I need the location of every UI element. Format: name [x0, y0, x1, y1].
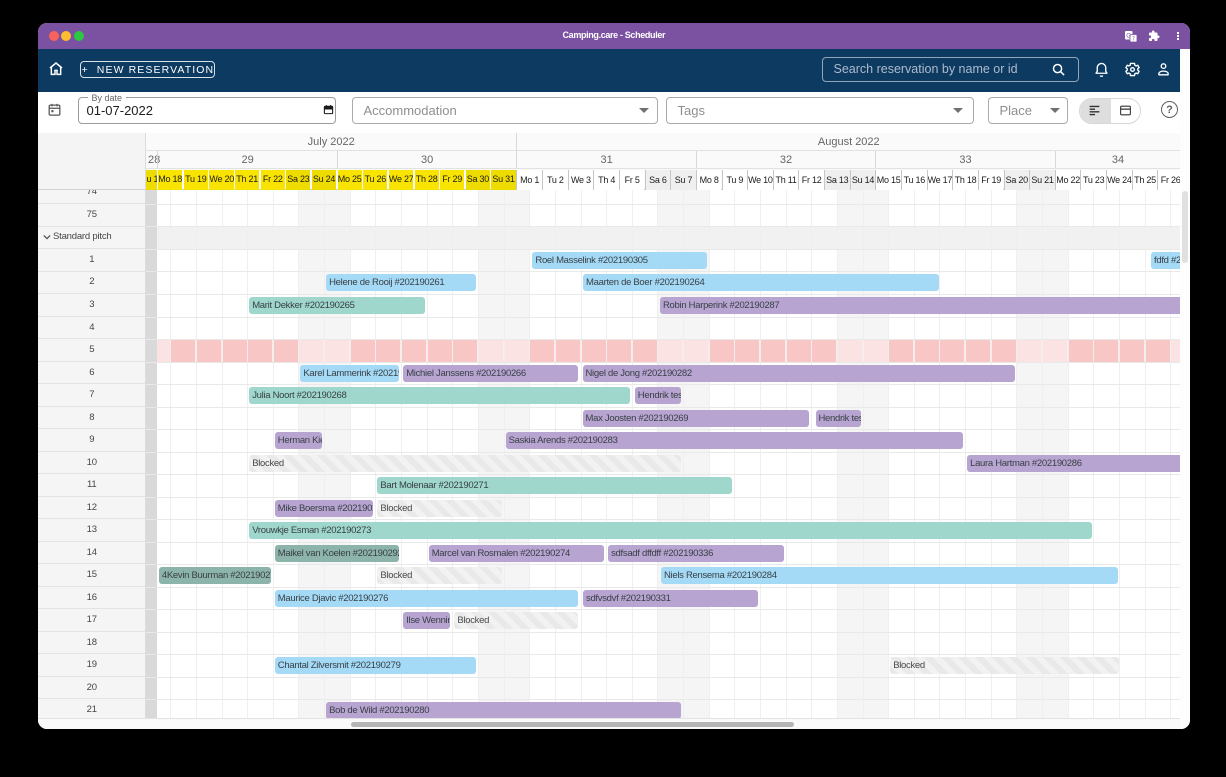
svg-text:7: 7 — [1131, 36, 1134, 41]
svg-text:G: G — [1126, 33, 1131, 39]
